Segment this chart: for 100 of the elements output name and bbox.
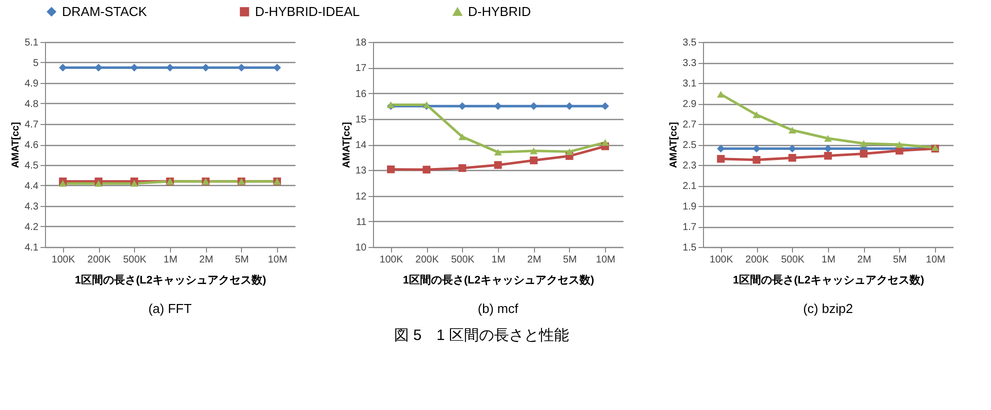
point — [860, 140, 868, 147]
point — [494, 161, 502, 169]
x-tick-label: 10M — [596, 254, 616, 266]
point — [422, 166, 430, 174]
y-tick-label: 3.5 — [682, 38, 697, 48]
point — [494, 102, 502, 110]
caption: 図 5 1 区間の長さと性能 — [394, 327, 570, 344]
point — [824, 152, 832, 160]
point — [716, 154, 725, 163]
y-tick-label: 4.6 — [24, 140, 39, 151]
x-axis-title: 1区間の長さ(L2キャッシュアクセス数) — [732, 274, 924, 286]
legend-label: DRAM-STACK — [62, 4, 148, 19]
point — [788, 154, 796, 162]
y-tick-label: 4.8 — [24, 99, 39, 110]
x-tick-label: 100K — [52, 254, 76, 266]
y-tick-label: 2.3 — [682, 160, 697, 172]
y-tick-label: 4.4 — [24, 181, 39, 192]
x-tick-label: 2M — [199, 254, 214, 266]
y-tick-label: 5.1 — [24, 38, 39, 48]
point — [458, 164, 466, 172]
legend-label: D-HYBRID-IDEAL — [255, 4, 360, 19]
x-tick-label: 100K — [380, 254, 404, 266]
y-tick-label: 4.2 — [24, 222, 39, 233]
y-tick-label: 4.5 — [24, 160, 39, 172]
point — [566, 148, 574, 156]
y-tick-label: 2.1 — [682, 181, 697, 192]
y-axis-title: AMAT[cc] — [341, 122, 352, 168]
point — [566, 102, 574, 110]
point — [860, 150, 868, 158]
x-tick-label: 200K — [745, 254, 770, 266]
y-tick-label: 4.7 — [24, 120, 39, 130]
point — [716, 90, 725, 98]
point — [752, 144, 760, 152]
point — [824, 134, 832, 142]
x-tick-label: 200K — [87, 254, 112, 266]
y-tick-label: 18 — [355, 38, 367, 48]
point — [273, 64, 282, 72]
point — [788, 126, 796, 134]
point — [458, 133, 466, 140]
x-tick-label: 5M — [892, 254, 907, 266]
point — [94, 180, 102, 187]
x-tick-label: 10M — [926, 254, 946, 266]
y-tick-label: 1.9 — [682, 202, 697, 212]
point — [824, 144, 832, 152]
y-tick-label: 12 — [355, 191, 367, 202]
y-tick-label: 5 — [32, 58, 39, 69]
point — [494, 148, 502, 156]
text: (c) bzip2 — [803, 301, 853, 316]
point — [238, 64, 246, 72]
y-tick-label: 13 — [355, 166, 367, 177]
y-tick-label: 2.7 — [682, 120, 697, 130]
y-tick-label: 14 — [355, 140, 367, 151]
x-tick-label: 500K — [781, 254, 805, 266]
y-tick-label: 1.5 — [682, 242, 697, 254]
y-tick-label: 3.1 — [682, 78, 697, 90]
text: (a) FFT — [148, 301, 192, 316]
x-tick-label: 1M — [822, 254, 836, 266]
point — [386, 165, 395, 174]
x-tick-label: 500K — [123, 254, 147, 266]
point — [601, 102, 610, 110]
y-tick-label: 11 — [356, 216, 367, 228]
point — [58, 64, 67, 72]
y-tick-label: 1.7 — [682, 222, 697, 233]
y-tick-label: 4.3 — [24, 202, 39, 212]
point — [601, 139, 610, 146]
text: (b) mcf — [478, 301, 519, 316]
x-tick-label: 1M — [164, 254, 178, 266]
y-tick-label: 2.9 — [682, 99, 697, 110]
x-tick-label: 2M — [527, 254, 542, 266]
x-axis-title: 1区間の長さ(L2キャッシュアクセス数) — [402, 274, 594, 286]
point — [130, 180, 138, 187]
point — [896, 141, 904, 148]
legend-label: D-HYBRID — [468, 4, 531, 19]
point — [166, 64, 174, 72]
x-tick-label: 200K — [415, 254, 440, 266]
point — [530, 148, 538, 154]
point — [716, 144, 725, 152]
point — [530, 156, 538, 164]
y-tick-label: 10 — [355, 242, 367, 254]
x-tick-label: 10M — [268, 254, 288, 266]
y-tick-label: 3.3 — [682, 58, 697, 69]
point — [94, 64, 102, 72]
x-tick-label: 5M — [562, 254, 577, 266]
y-tick-label: 2.5 — [682, 140, 697, 151]
y-tick-label: 17 — [355, 63, 367, 74]
x-tick-label: 100K — [710, 254, 734, 266]
point — [752, 111, 760, 118]
y-axis-title: AMAT[cc] — [10, 122, 22, 168]
y-tick-label: 4.1 — [24, 242, 39, 254]
x-tick-label: 500K — [451, 254, 475, 266]
y-tick-label: 4.9 — [24, 78, 39, 90]
point — [58, 180, 67, 187]
x-tick-label: 5M — [234, 254, 249, 266]
x-axis-title: 1区間の長さ(L2キャッシュアクセス数) — [74, 274, 266, 286]
x-tick-label: 2M — [857, 254, 872, 266]
y-tick-label: 15 — [355, 114, 367, 126]
point — [752, 156, 760, 164]
x-tick-label: 1M — [492, 254, 506, 266]
y-tick-label: 16 — [355, 88, 367, 100]
y-axis-title: AMAT[cc] — [668, 122, 680, 168]
